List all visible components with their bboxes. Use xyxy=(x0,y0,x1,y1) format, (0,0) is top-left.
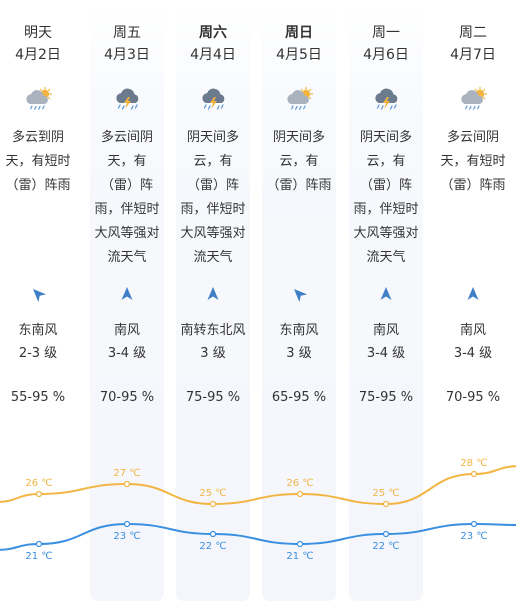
low-temperature-label: 22 ℃ xyxy=(372,541,399,552)
wind-direction-arrow-icon xyxy=(378,286,394,302)
forecast-day-column: 周五 4月3日 多云间阴天，有（雷）阵雨，伴短时大风等强对流天气 南风 3-4 … xyxy=(90,0,164,601)
temperature-chart: 26 ℃ 27 ℃ 25 ℃ 26 ℃ 25 ℃ 28 ℃ 21 ℃ 23 ℃ 22 ℃ 21 ℃… xyxy=(0,458,516,562)
wind-direction: 东南风 xyxy=(18,323,58,338)
low-temperature-point xyxy=(123,520,131,528)
low-temperature-label: 22 ℃ xyxy=(199,541,226,552)
wind-direction: 南风 xyxy=(459,323,486,338)
forecast-day-column: 周六 4月4日 阴天间多云，有（雷）阵雨，伴短时大风等强对流天气 南转东北风 3… xyxy=(176,0,250,601)
low-temperature-point xyxy=(382,530,390,538)
humidity: 75-95 % xyxy=(358,390,414,405)
wind-direction-arrow-icon xyxy=(30,286,47,303)
low-temperature-label: 21 ℃ xyxy=(25,551,52,562)
high-temperature-label: 25 ℃ xyxy=(372,488,399,499)
low-temperature-point xyxy=(209,530,217,538)
weather-description: 阴天间多云，有（雷）阵雨，伴短时大风等强对流天气 xyxy=(353,130,419,265)
date-label: 4月4日 xyxy=(190,47,236,63)
high-temperature-point xyxy=(35,490,43,498)
high-temperature-point xyxy=(470,470,478,478)
low-temperature-label: 23 ℃ xyxy=(460,531,487,542)
wind-level: 3-4 级 xyxy=(107,346,147,361)
date-label: 4月2日 xyxy=(15,47,61,63)
cloudy-sun-rain-icon xyxy=(24,86,54,112)
high-temperature-label: 25 ℃ xyxy=(199,488,226,499)
humidity: 55-95 % xyxy=(10,390,66,405)
forecast-day-column: 明天 4月2日 多云到阴天，有短时（雷）阵雨 东南风 2-3 级 55-95 % xyxy=(1,0,75,601)
high-temperature-point xyxy=(382,500,390,508)
wind-direction-arrow-icon xyxy=(119,286,135,302)
high-temperature-point xyxy=(209,500,217,508)
forecast-day-column: 周一 4月6日 阴天间多云，有（雷）阵雨，伴短时大风等强对流天气 南风 3-4 … xyxy=(349,0,423,601)
day-name: 周日 xyxy=(285,25,313,41)
humidity: 65-95 % xyxy=(271,390,327,405)
humidity: 70-95 % xyxy=(445,390,501,405)
wind-level: 3 级 xyxy=(286,346,312,361)
weather-description: 多云间阴天，有（雷）阵雨，伴短时大风等强对流天气 xyxy=(94,130,160,265)
low-temperature-label: 23 ℃ xyxy=(113,531,140,542)
forecast-day-column: 周二 4月7日 多云间阴天，有短时（雷）阵雨 南风 3-4 级 70-95 % xyxy=(436,0,510,601)
date-label: 4月7日 xyxy=(450,47,496,63)
low-temperature-label: 21 ℃ xyxy=(286,551,313,562)
wind-direction: 南风 xyxy=(372,323,399,338)
weather-description: 阴天间多云，有（雷）阵雨，伴短时大风等强对流天气 xyxy=(180,130,246,265)
date-label: 4月6日 xyxy=(363,47,409,63)
wind-direction-arrow-icon xyxy=(205,286,221,302)
high-temperature-label: 27 ℃ xyxy=(113,468,140,479)
low-temperature-line xyxy=(0,522,516,551)
day-name: 周一 xyxy=(372,25,400,41)
high-temperature-label: 26 ℃ xyxy=(25,478,52,489)
high-temperature-label: 26 ℃ xyxy=(286,478,313,489)
day-name: 周二 xyxy=(459,25,487,41)
wind-direction: 南转东北风 xyxy=(180,323,246,338)
thunderstorm-icon xyxy=(113,86,143,112)
weather-description: 多云到阴天，有短时（雷）阵雨 xyxy=(5,130,71,193)
thunderstorm-icon xyxy=(199,86,229,112)
humidity: 70-95 % xyxy=(99,390,155,405)
low-temperature-point xyxy=(470,520,478,528)
high-temperature-line xyxy=(0,465,516,506)
high-temperature-point xyxy=(296,490,304,498)
wind-direction: 南风 xyxy=(113,323,140,338)
high-temperature-label: 28 ℃ xyxy=(460,458,487,469)
wind-direction-arrow-icon xyxy=(291,286,308,303)
weather-description: 多云间阴天，有短时（雷）阵雨 xyxy=(440,130,506,193)
date-label: 4月5日 xyxy=(276,47,322,63)
day-name: 周六 xyxy=(199,25,227,41)
low-temperature-point xyxy=(296,540,304,548)
wind-level: 3-4 级 xyxy=(366,346,406,361)
wind-direction-arrow-icon xyxy=(465,286,481,302)
cloudy-sun-rain-icon xyxy=(459,86,489,112)
day-name: 明天 xyxy=(24,25,52,41)
humidity: 75-95 % xyxy=(185,390,241,405)
cloudy-sun-rain-icon xyxy=(285,86,315,112)
day-name: 周五 xyxy=(113,25,141,41)
wind-level: 2-3 级 xyxy=(18,346,58,361)
wind-level: 3 级 xyxy=(200,346,226,361)
wind-level: 3-4 级 xyxy=(453,346,493,361)
high-temperature-point xyxy=(123,480,131,488)
weather-description: 阴天间多云，有（雷）阵雨 xyxy=(266,130,332,193)
wind-direction: 东南风 xyxy=(279,323,319,338)
low-temperature-point xyxy=(35,540,43,548)
thunderstorm-icon xyxy=(372,86,402,112)
date-label: 4月3日 xyxy=(104,47,150,63)
forecast-day-column: 周日 4月5日 阴天间多云，有（雷）阵雨 东南风 3 级 65-95 % xyxy=(262,0,336,601)
